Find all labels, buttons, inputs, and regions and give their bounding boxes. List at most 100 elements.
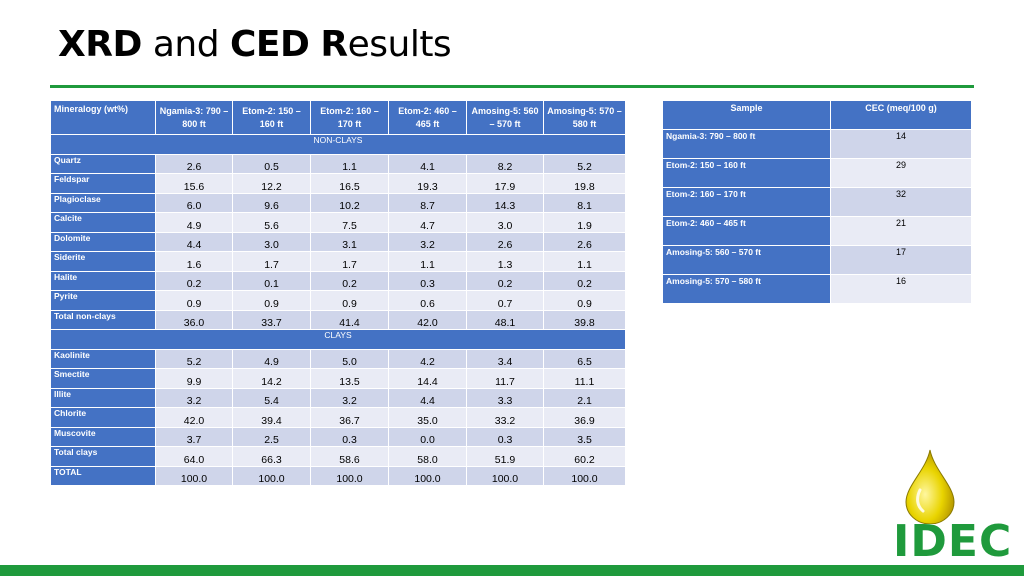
- data-row: Smectite 9.9 14.2 13.5 14.4 11.7 11.1: [50, 368, 626, 389]
- row-label: Halite: [50, 270, 156, 291]
- cell-value: 6.0: [155, 192, 233, 213]
- cell-value: 8.2: [466, 153, 544, 174]
- data-row: Feldspar 15.6 12.2 16.5 19.3 17.9 19.8: [50, 173, 626, 194]
- cell-value: 11.7: [466, 368, 544, 389]
- row-label: Chlorite: [50, 407, 156, 428]
- data-row: Ngamia-3: 790 – 800 ft 14: [662, 129, 972, 159]
- cell-value: 32: [830, 187, 972, 217]
- cell-value: 15.6: [155, 173, 233, 194]
- xrd-table: Mineralogy (wt%) Ngamia-3: 790 – 800 ft Et…: [50, 100, 626, 486]
- row-label: Ngamia-3: 790 – 800 ft: [662, 129, 831, 159]
- column-header: Etom-2: 460 – 465 ft: [388, 100, 467, 135]
- cell-value: 1.9: [543, 212, 626, 233]
- cell-value: 64.0: [155, 446, 233, 467]
- cell-value: 0.9: [543, 290, 626, 311]
- data-row: Chlorite 42.0 39.4 36.7 35.0 33.2 36.9: [50, 407, 626, 428]
- row-label: Amosing-5: 560 – 570 ft: [662, 245, 831, 275]
- cell-value: 17.9: [466, 173, 544, 194]
- cell-value: 9.6: [232, 192, 311, 213]
- title-part: CED: [230, 24, 310, 65]
- row-label: Etom-2: 150 – 160 ft: [662, 158, 831, 188]
- cell-value: 8.7: [388, 192, 467, 213]
- data-row: Etom-2: 150 – 160 ft 29: [662, 158, 972, 188]
- cell-value: 14.4: [388, 368, 467, 389]
- cell-value: 1.7: [310, 251, 389, 272]
- data-row: Etom-2: 460 – 465 ft 21: [662, 216, 972, 246]
- column-header: Ngamia-3: 790 – 800 ft: [155, 100, 233, 135]
- cell-value: 5.2: [543, 153, 626, 174]
- row-label: Amosing-5: 570 – 580 ft: [662, 274, 831, 304]
- cell-value: 2.6: [543, 231, 626, 252]
- cell-value: 0.2: [155, 270, 233, 291]
- cell-value: 3.0: [232, 231, 311, 252]
- title-part: and: [152, 24, 220, 65]
- row-label: Quartz: [50, 153, 156, 174]
- row-label: Illite: [50, 387, 156, 408]
- cell-value: 16: [830, 274, 972, 304]
- column-header: Amosing-5: 570 – 580 ft: [543, 100, 626, 135]
- cell-value: 14: [830, 129, 972, 159]
- cell-value: 0.3: [310, 426, 389, 447]
- data-row: Halite 0.2 0.1 0.2 0.3 0.2 0.2: [50, 270, 626, 291]
- data-row: Illite 3.2 5.4 3.2 4.4 3.3 2.1: [50, 387, 626, 408]
- row-label: Etom-2: 160 – 170 ft: [662, 187, 831, 217]
- cell-value: 60.2: [543, 446, 626, 467]
- data-row: Etom-2: 160 – 170 ft 32: [662, 187, 972, 217]
- cell-value: 1.3: [466, 251, 544, 272]
- data-row: Dolomite 4.4 3.0 3.1 3.2 2.6 2.6: [50, 231, 626, 252]
- cell-value: 2.6: [466, 231, 544, 252]
- cell-value: 48.1: [466, 309, 544, 330]
- row-label: Plagioclase: [50, 192, 156, 213]
- title-rule: [50, 85, 974, 88]
- cell-value: 36.7: [310, 407, 389, 428]
- cell-value: 19.8: [543, 173, 626, 194]
- data-row: Amosing-5: 570 – 580 ft 16: [662, 274, 972, 304]
- cell-value: 3.2: [310, 387, 389, 408]
- logo-text: IDEC: [893, 516, 1013, 567]
- cell-value: 13.5: [310, 368, 389, 389]
- data-row: Muscovite 3.7 2.5 0.3 0.0 0.3 3.5: [50, 426, 626, 447]
- row-label: Pyrite: [50, 290, 156, 311]
- cell-value: 5.4: [232, 387, 311, 408]
- cell-value: 4.4: [155, 231, 233, 252]
- cell-value: 5.6: [232, 212, 311, 233]
- row-label: Total non-clays: [50, 309, 156, 330]
- cell-value: 0.0: [388, 426, 467, 447]
- cell-value: 42.0: [388, 309, 467, 330]
- row-label: Total clays: [50, 446, 156, 467]
- data-row: Total clays 64.0 66.3 58.6 58.0 51.9 60.2: [50, 446, 626, 467]
- cell-value: 41.4: [310, 309, 389, 330]
- cell-value: 100.0: [543, 465, 626, 486]
- cell-value: 0.2: [310, 270, 389, 291]
- cell-value: 2.1: [543, 387, 626, 408]
- cell-value: 0.3: [466, 426, 544, 447]
- row-label: Siderite: [50, 251, 156, 272]
- cell-value: 1.1: [388, 251, 467, 272]
- cell-value: 0.9: [155, 290, 233, 311]
- data-row: Calcite 4.9 5.6 7.5 4.7 3.0 1.9: [50, 212, 626, 233]
- cell-value: 0.6: [388, 290, 467, 311]
- cell-value: 0.7: [466, 290, 544, 311]
- cell-value: 1.1: [543, 251, 626, 272]
- data-row: Amosing-5: 560 – 570 ft 17: [662, 245, 972, 275]
- title-part: XRD: [58, 24, 142, 65]
- cell-value: 6.5: [543, 348, 626, 369]
- cell-value: 0.1: [232, 270, 311, 291]
- column-header: Amosing-5: 560 – 570 ft: [466, 100, 544, 135]
- cell-value: 4.1: [388, 153, 467, 174]
- header-row: Mineralogy (wt%) Ngamia-3: 790 – 800 ft Et…: [50, 100, 626, 135]
- cell-value: 66.3: [232, 446, 311, 467]
- cell-value: 3.7: [155, 426, 233, 447]
- cell-value: 4.9: [232, 348, 311, 369]
- data-row: Pyrite 0.9 0.9 0.9 0.6 0.7 0.9: [50, 290, 626, 311]
- cell-value: 1.6: [155, 251, 233, 272]
- cell-value: 8.1: [543, 192, 626, 213]
- cell-value: 33.7: [232, 309, 311, 330]
- cell-value: 3.5: [543, 426, 626, 447]
- data-row: Kaolinite 5.2 4.9 5.0 4.2 3.4 6.5: [50, 348, 626, 369]
- section-label: CLAYS: [50, 329, 626, 350]
- cell-value: 0.2: [543, 270, 626, 291]
- cell-value: 3.0: [466, 212, 544, 233]
- cell-value: 7.5: [310, 212, 389, 233]
